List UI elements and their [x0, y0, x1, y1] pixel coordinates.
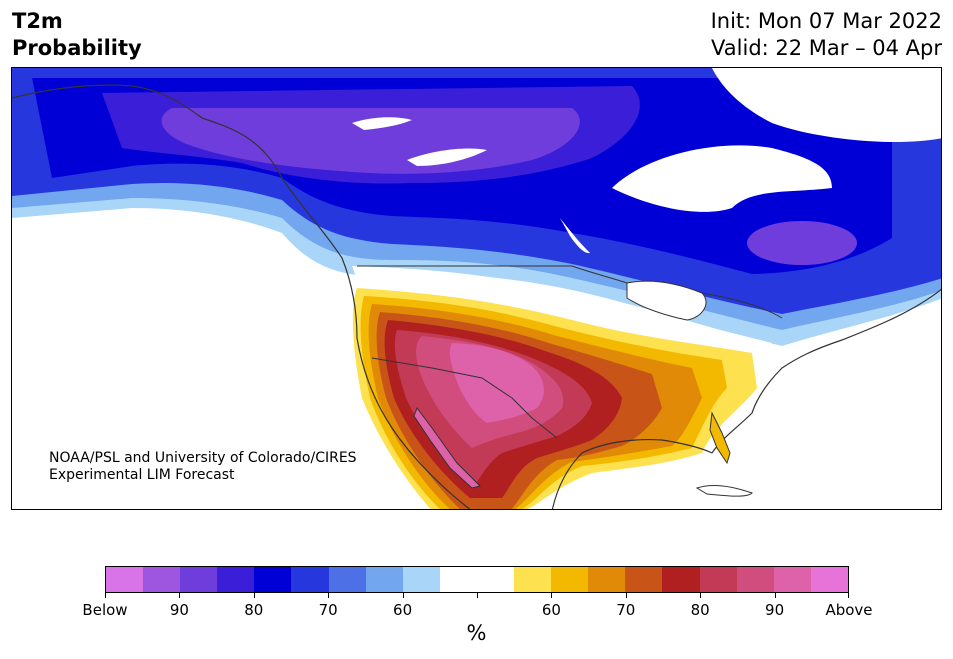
greenland — [712, 68, 941, 143]
colorbar-segment — [699, 567, 737, 592]
below-90-region — [161, 108, 580, 174]
colorbar-segment — [588, 567, 626, 592]
colorbar-segment — [773, 567, 811, 592]
colorbar-tick — [402, 593, 404, 598]
neutral-band — [352, 266, 772, 358]
cuba — [695, 485, 753, 497]
colorbar-segment — [291, 567, 329, 592]
colorbar-tick-label: Below — [82, 601, 128, 619]
colorbar-segment — [476, 567, 515, 592]
colorbar-segment — [439, 567, 477, 592]
colorbar-tick — [179, 593, 181, 598]
colorbar-tick — [848, 593, 849, 598]
data-credit: NOAA/PSL and University of Colorado/CIRE… — [49, 450, 357, 484]
colorbar-segment — [365, 567, 403, 592]
great-lakes — [626, 280, 707, 321]
colorbar-segment — [810, 567, 848, 592]
probability-map — [11, 67, 942, 510]
above-95-region — [449, 343, 544, 423]
us-canada-border — [357, 265, 783, 319]
probability-colorbar — [105, 566, 849, 593]
colorbar-tick-label: Above — [825, 601, 873, 619]
colorbar-segment — [662, 567, 700, 592]
colorbar-tick-label: 60 — [393, 601, 413, 619]
colorbar-tick — [774, 593, 776, 598]
great-bear-lake — [352, 117, 412, 130]
great-slave-lake — [407, 148, 487, 166]
coastline-east — [711, 288, 941, 454]
colorbar-tick-label: 80 — [690, 601, 710, 619]
colorbar-segment — [217, 567, 255, 592]
colorbar-segment — [106, 567, 144, 592]
us-mexico-border — [371, 357, 558, 439]
colorbar-tick — [551, 593, 553, 598]
colorbar-tick-label: 70 — [318, 601, 338, 619]
north-america-map — [12, 68, 941, 509]
colorbar-segment — [143, 567, 181, 592]
colorbar-segment — [736, 567, 774, 592]
colorbar-tick-label: 80 — [244, 601, 264, 619]
florida — [709, 411, 731, 465]
colorbar-segment — [254, 567, 292, 592]
colorbar-segment — [551, 567, 589, 592]
colorbar-tick — [105, 593, 106, 598]
colorbar-units: % — [466, 621, 487, 645]
baja-peninsula — [413, 406, 481, 489]
colorbar-tick — [328, 593, 330, 598]
colorbar-segment — [180, 567, 218, 592]
colorbar-segment — [328, 567, 366, 592]
forecast-dates: Init: Mon 07 Mar 2022 Valid: 22 Mar – 04… — [711, 8, 942, 62]
colorbar-tick — [625, 593, 627, 598]
hudson-bay — [612, 145, 832, 212]
colorbar-tick — [477, 593, 478, 598]
colorbar-tick — [253, 593, 255, 598]
credit-line-1: NOAA/PSL and University of Colorado/CIRE… — [49, 450, 357, 466]
colorbar-ticks: Below 90 80 70 60 60 70 80 90 Above — [82, 593, 873, 623]
coastline-west — [12, 84, 471, 509]
colorbar-tick-label: 90 — [765, 601, 785, 619]
valid-range: Valid: 22 Mar – 04 Apr — [711, 36, 942, 60]
colorbar-segment — [625, 567, 663, 592]
below-85-east — [747, 221, 857, 265]
title-line-1: T2m — [12, 9, 63, 33]
colorbar-tick-label: 70 — [616, 601, 636, 619]
map-title: T2m Probability — [12, 8, 142, 62]
colorbar-tick — [700, 593, 702, 598]
gulf-coast — [551, 439, 713, 509]
init-date: Init: Mon 07 Mar 2022 — [710, 9, 942, 33]
colorbar-segment — [514, 567, 552, 592]
credit-line-2: Experimental LIM Forecast — [49, 467, 235, 483]
title-line-2: Probability — [12, 36, 142, 60]
colorbar-segment — [402, 567, 440, 592]
colorbar-tick-label: 60 — [541, 601, 561, 619]
colorbar-tick-label: 90 — [169, 601, 189, 619]
